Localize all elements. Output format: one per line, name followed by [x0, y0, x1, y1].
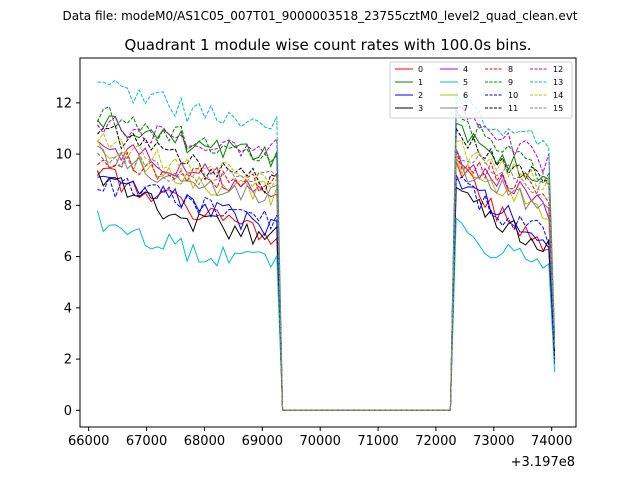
- x-tick-label: 74000: [531, 434, 572, 449]
- legend-label-15: 15: [553, 104, 563, 113]
- legend-label-0: 0: [418, 65, 423, 74]
- legend-label-11: 11: [508, 104, 518, 113]
- y-tick-label: 4: [64, 301, 72, 316]
- chart-title: Quadrant 1 module wise count rates with …: [124, 36, 531, 54]
- y-tick-label: 10: [55, 148, 72, 163]
- series-line-5: [96, 210, 556, 411]
- y-tick-label: 12: [55, 96, 72, 111]
- plot-frame: [79, 57, 577, 428]
- legend-label-3: 3: [418, 104, 423, 113]
- suptitle: Data file: modeM0/AS1C05_007T01_90000035…: [62, 9, 577, 23]
- series-line-10: [97, 176, 556, 411]
- x-tick-label: 66000: [68, 434, 109, 449]
- legend-label-10: 10: [508, 91, 518, 100]
- legend-label-13: 13: [553, 78, 563, 87]
- legend-label-4: 4: [463, 65, 468, 74]
- y-tick-label: 0: [64, 404, 72, 419]
- series-line-9: [96, 106, 556, 411]
- series-line-8: [97, 151, 556, 411]
- legend-label-1: 1: [418, 78, 423, 87]
- legend-label-5: 5: [463, 78, 468, 87]
- x-offset-label: +3.197e8: [511, 455, 575, 470]
- series-line-13: [97, 79, 556, 411]
- legend-label-9: 9: [508, 78, 513, 87]
- x-tick-label: 69000: [242, 434, 283, 449]
- y-axis: 0 2 4 6 8 10 12: [55, 96, 80, 419]
- legend-label-7: 7: [463, 104, 468, 113]
- series-line-1: [97, 115, 556, 411]
- x-tick-label: 72000: [415, 434, 456, 449]
- x-axis: 66000 67000 68000 69000 70000 71000 72000 73000…: [68, 427, 572, 449]
- x-tick-label: 73000: [473, 434, 514, 449]
- legend-label-8: 8: [508, 65, 513, 74]
- legend-label-2: 2: [418, 91, 423, 100]
- series-line-14: [96, 132, 556, 411]
- y-tick-label: 6: [64, 250, 72, 265]
- series-line-3: [96, 170, 556, 411]
- series-line-0: [97, 161, 556, 411]
- legend-box: [389, 61, 573, 119]
- series-line-12: [96, 105, 556, 411]
- x-tick-label: 67000: [126, 434, 167, 449]
- y-tick-label: 8: [64, 199, 72, 214]
- x-tick-label: 68000: [184, 434, 225, 449]
- x-tick-label: 70000: [300, 434, 341, 449]
- y-tick-label: 2: [64, 353, 72, 368]
- series-line-7: [97, 145, 556, 411]
- plot-lines: [96, 79, 556, 411]
- legend-label-6: 6: [463, 91, 468, 100]
- series-line-15: [97, 148, 556, 411]
- legend-label-12: 12: [553, 65, 563, 74]
- legend-label-14: 14: [553, 91, 563, 100]
- x-tick-label: 71000: [357, 434, 398, 449]
